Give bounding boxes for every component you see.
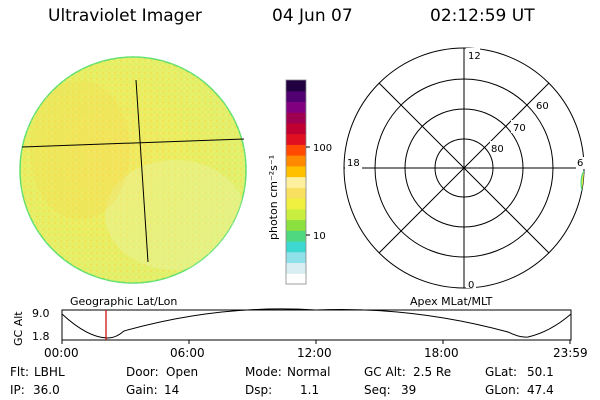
polar-mlt-plot: 12 0 18 6 60 70 80 <box>343 47 586 291</box>
orbit-right-label: Apex MLat/MLT <box>410 295 493 308</box>
colorbar-cell <box>286 208 306 221</box>
status-ip-value: 36.0 <box>33 383 60 397</box>
orbit-y-tick-low: 1.8 <box>32 330 50 343</box>
colorbar-cell <box>286 187 306 199</box>
orbit-x-tick-1800: 18:00 <box>424 346 459 360</box>
uv-earth-image <box>19 56 247 284</box>
latitude-grid-line <box>21 138 245 148</box>
colorbar-cell <box>286 122 306 135</box>
colorbar-units-label: photon cm⁻²s⁻¹ <box>267 155 280 240</box>
status-door-label: Door: <box>126 365 159 379</box>
status-glon-value: 47.4 <box>527 383 554 397</box>
colorbar-cell <box>286 251 306 264</box>
status-dsp-label: Dsp: <box>245 383 272 397</box>
orbit-x-tick-2359: 23:59 <box>553 346 588 360</box>
status-glat-label: GLat: <box>485 365 517 379</box>
status-mode-value: Normal <box>287 365 330 379</box>
status-ip-label: IP: <box>10 383 25 397</box>
status-gain-value: 14 <box>164 383 179 397</box>
status-flt-value: LBHL <box>34 365 65 379</box>
colorbar-cell <box>286 144 306 156</box>
orbit-x-tick-0000: 00:00 <box>44 346 79 360</box>
orbit-altitude-panel: Geographic Lat/Lon Apex MLat/MLT GC Alt … <box>12 295 588 360</box>
colorbar-cell <box>286 241 306 253</box>
instrument-title: Ultraviolet Imager <box>48 6 202 26</box>
status-glat-value: 50.1 <box>527 365 554 379</box>
polar-label-bottom: 0 <box>468 280 474 291</box>
orbit-y-axis-title: GC Alt <box>12 311 25 346</box>
status-gcalt-label: GC Alt: <box>364 365 406 379</box>
colorbar-cell <box>286 133 306 145</box>
longitude-grid-line <box>135 79 149 263</box>
colorbar-cell <box>286 176 306 188</box>
colorbar-cell <box>286 80 306 92</box>
status-gain-label: Gain: <box>126 383 158 397</box>
colorbar-tick-10: 10 <box>313 231 326 242</box>
status-glon-label: GLon: <box>485 383 520 397</box>
auroral-signal-patch <box>580 169 584 197</box>
observation-time: 02:12:59 UT <box>430 6 535 26</box>
colorbar-cell <box>286 101 306 113</box>
observation-date: 04 Jun 07 <box>272 6 353 26</box>
status-readout: Flt: LBHL Door: Open Mode: Normal GC Alt… <box>10 365 554 397</box>
status-gcalt-value: 2.5 Re <box>413 365 451 379</box>
orbit-left-label: Geographic Lat/Lon <box>70 295 177 308</box>
polar-label-right: 6 <box>577 158 583 169</box>
altitude-curve <box>61 308 572 339</box>
polar-lat-70: 70 <box>513 123 526 134</box>
polar-lat-80: 80 <box>491 144 504 155</box>
polar-label-left: 18 <box>347 158 360 169</box>
colorbar-cell <box>286 155 306 167</box>
orbit-y-tick-high: 9.0 <box>32 307 50 320</box>
orbit-x-tick-0600: 06:00 <box>170 346 205 360</box>
colorbar-cell <box>286 219 306 231</box>
colorbar-cell <box>286 230 306 242</box>
status-door-value: Open <box>166 365 198 379</box>
status-dsp-value: 1.1 <box>300 383 319 397</box>
polar-lat-60: 60 <box>536 101 549 112</box>
colorbar-cell <box>286 90 306 102</box>
colorbar-cell <box>286 165 306 178</box>
colorbar-cell <box>286 273 306 285</box>
colorbar-tick-100: 100 <box>313 143 332 154</box>
colorbar-cell <box>286 262 306 274</box>
status-seq-value: 39 <box>401 383 416 397</box>
status-flt-label: Flt: <box>10 365 29 379</box>
status-seq-label: Seq: <box>364 383 391 397</box>
colorbar-cell <box>286 112 306 124</box>
colorbar: 100 10 photon cm⁻²s⁻¹ <box>267 79 332 285</box>
polar-label-top: 12 <box>468 51 481 62</box>
orbit-x-tick-1200: 12:00 <box>297 346 332 360</box>
status-mode-label: Mode: <box>245 365 282 379</box>
colorbar-cell <box>286 198 306 210</box>
